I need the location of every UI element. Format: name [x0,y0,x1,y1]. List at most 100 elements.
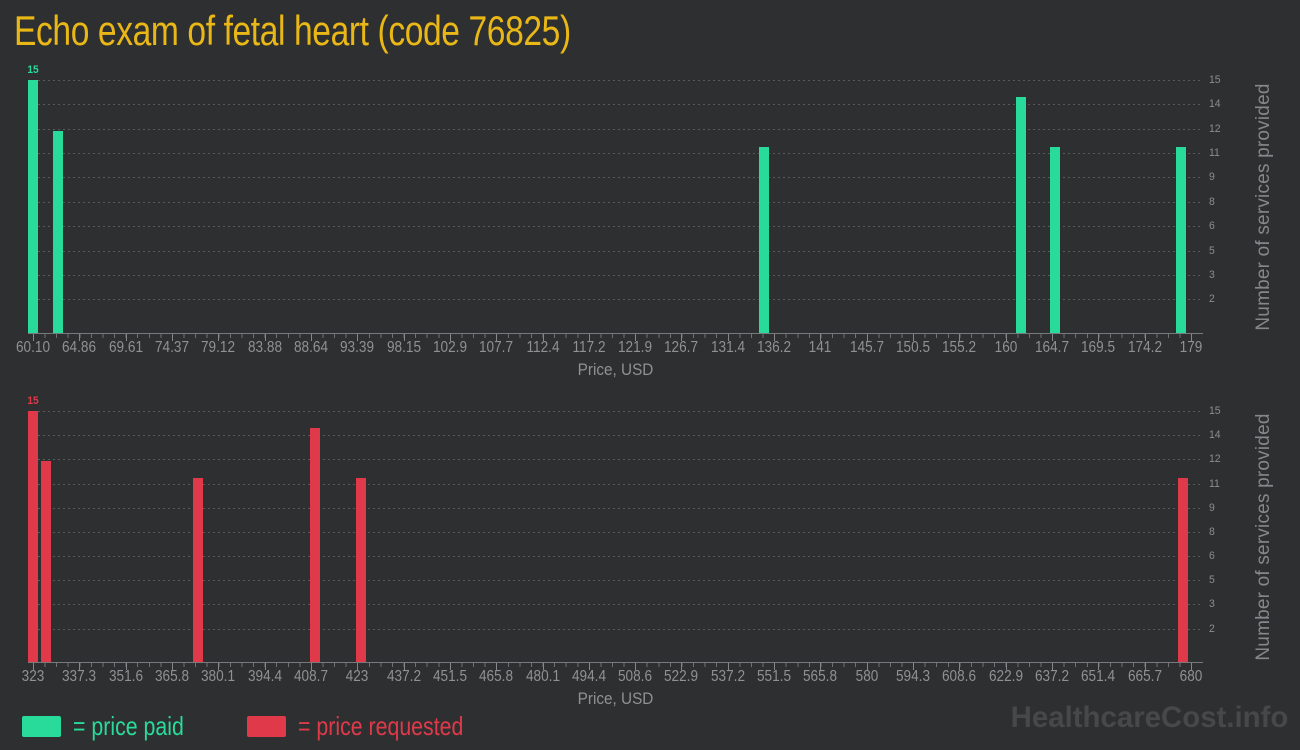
x-axis-tick-label: 451.5 [432,668,467,685]
gridline [28,226,1203,228]
y-axis-tick-label: 9 [1209,171,1215,184]
x-axis-tick-mark [588,334,590,341]
x-axis-tick-label: 665.7 [1127,668,1162,685]
gridline [28,628,1203,630]
price_paid-bar [1049,147,1060,333]
x-axis-tick-mark [635,663,637,670]
y-axis-tick-label: 2 [1209,622,1215,635]
x-axis-tick-mark [727,334,729,341]
x-axis-tick-label: 64.86 [62,339,97,356]
gridline [28,411,1203,412]
x-axis-tick-mark [820,334,822,341]
y-axis-tick-label: 11 [1209,477,1220,490]
x-axis-tick-label: 351.6 [108,668,143,685]
x-axis-tick-mark [588,663,590,670]
x-axis-tick-mark [403,334,405,341]
y-axis-tick-label: 6 [1209,550,1215,563]
gridline [28,274,1203,276]
x-axis-tick-label: 179 [1179,339,1203,356]
x-axis-tick-mark [959,663,961,670]
y-axis-tick-label: 15 [1209,74,1221,86]
x-axis-tick-label: 155.2 [942,339,977,356]
x-axis-tick-mark [820,663,822,670]
price_paid-bar [1176,147,1187,333]
x-axis-tick-mark [542,663,544,670]
x-axis-tick-label: 145.7 [849,339,884,356]
x-axis-tick-mark [866,663,868,670]
x-axis-tick-mark [264,334,266,341]
price_paid-bar [1015,96,1026,333]
x-axis-tick-label: 622.9 [988,668,1023,685]
legend-label-price-paid: = price paid [73,711,184,741]
x-axis-tick-label: 98.15 [386,339,421,356]
x-axis-tick-label: 112.4 [525,339,560,356]
x-axis-tick-label: 60.10 [15,339,51,356]
x-axis-tick-label: 79.12 [201,339,236,356]
x-axis-tick-label: 437.2 [386,668,421,685]
x-axis-tick-mark [1191,663,1192,670]
price_requested-bar [193,477,204,662]
x-axis-tick-mark [310,334,312,341]
x-axis-tick-mark [1005,663,1007,670]
price_requested-bar [355,477,366,662]
y-axis-tick-label: 8 [1209,195,1215,208]
x-axis-tick-mark [496,663,498,670]
x-axis-tick-label: 74.37 [154,339,189,356]
x-axis-tick-mark [1191,334,1192,341]
x-axis-tick-label: 323 [21,668,45,685]
x-axis-line [28,662,1203,663]
x-axis-tick-label: 69.61 [108,339,143,356]
x-axis-tick-label: 608.6 [942,668,977,685]
x-axis-tick-label: 522.9 [664,668,699,685]
y-axis-tick-label: 6 [1209,220,1215,233]
price_paid-bar [53,130,64,333]
x-axis-tick-label: 365.8 [154,668,189,685]
gridline [28,80,1203,81]
x-axis-tick-mark [79,334,81,341]
x-axis-tick-mark [1005,334,1007,341]
x-axis-tick-label: 680 [1179,668,1203,685]
y-axis-title: Number of services provided [1253,82,1274,331]
y-axis-tick-label: 2 [1209,293,1215,306]
x-axis-tick-mark [33,663,34,670]
x-axis-minor-ticks [33,334,1191,338]
x-axis-tick-label: 164.7 [1035,339,1070,356]
x-axis-tick-mark [913,663,915,670]
price_requested-bar [310,427,321,662]
price_requested-bar [40,461,51,662]
x-axis-tick-label: 141 [809,339,832,356]
gridline [28,153,1203,155]
price_paid-bar [759,147,770,333]
x-axis-tick-label: 131.4 [710,339,745,356]
price_paid-bar [28,80,38,333]
gridline [28,531,1203,533]
x-axis-tick-label: 107.7 [479,339,514,356]
gridline [28,604,1203,606]
x-axis-tick-mark [218,334,220,341]
x-axis-tick-label: 651.4 [1081,668,1116,685]
x-axis-tick-label: 150.5 [896,339,931,356]
x-axis-tick-label: 169.5 [1081,339,1116,356]
x-axis-tick-label: 423 [345,668,369,685]
x-axis-tick-mark [496,334,498,341]
page-title: Echo exam of fetal heart (code 76825) [14,7,571,54]
x-axis-tick-mark [1052,663,1054,670]
x-axis-tick-label: 480.1 [525,668,560,685]
x-axis-tick-label: 408.7 [293,668,328,685]
x-axis-tick-label: 121.9 [618,339,653,356]
x-axis-tick-mark [681,334,683,341]
y-axis-title: Number of services provided [1253,412,1274,661]
x-axis-tick-label: 565.8 [803,668,838,685]
x-axis-tick-mark [774,663,776,670]
x-axis-tick-mark [959,334,961,341]
legend-item-price-requested: = price requested [247,711,500,742]
x-axis-tick-mark [449,663,451,670]
x-axis-tick-label: 465.8 [479,668,514,685]
y-axis-tick-label: 15 [1209,405,1221,417]
gridline [28,483,1203,485]
x-axis-tick-mark [1052,334,1054,341]
x-axis-tick-label: 160 [994,339,1018,356]
x-axis-tick-mark [171,334,173,341]
x-axis-tick-label: 637.2 [1035,668,1070,685]
